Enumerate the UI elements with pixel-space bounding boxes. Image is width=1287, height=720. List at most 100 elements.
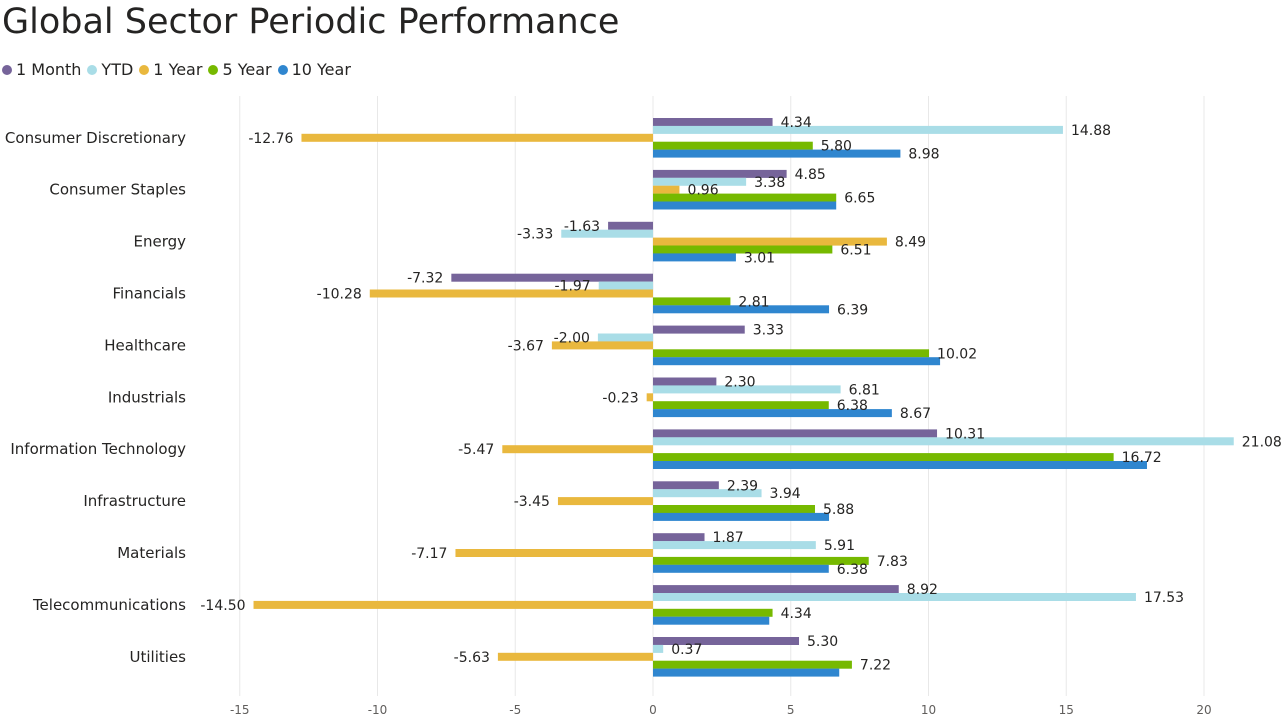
bar-5-year-telecommunications[interactable]	[653, 608, 773, 617]
bar-1-year-consumer-discretionary[interactable]	[301, 133, 653, 142]
bar-ytd-infrastructure[interactable]	[653, 489, 762, 498]
bar-10-year-infrastructure[interactable]	[653, 512, 830, 521]
data-label-1-month-materials: 1.87	[713, 530, 744, 546]
data-label-1-month-consumer-staples: 4.85	[795, 167, 826, 183]
bar-1-year-consumer-staples[interactable]	[653, 185, 680, 194]
data-label-ytd-consumer-discretionary: 14.88	[1071, 123, 1111, 139]
legend-item-10-year[interactable]: 10 Year	[277, 60, 351, 79]
bar-10-year-materials[interactable]	[653, 564, 829, 573]
category-label-information-technology: Information Technology	[10, 440, 186, 458]
bar-10-year-healthcare[interactable]	[653, 357, 941, 366]
bar-ytd-energy[interactable]	[561, 229, 653, 238]
bar-5-year-utilities[interactable]	[653, 660, 852, 669]
data-label-1-month-industrials: 2.30	[724, 375, 755, 391]
data-label-1-month-telecommunications: 8.92	[907, 582, 938, 598]
bar-ytd-materials[interactable]	[653, 541, 816, 550]
bar-1-year-financials[interactable]	[369, 289, 653, 298]
bar-5-year-healthcare[interactable]	[653, 349, 930, 358]
bar-10-year-consumer-staples[interactable]	[653, 201, 837, 210]
bar-5-year-consumer-staples[interactable]	[653, 193, 837, 202]
category-labels: Consumer Discretionary Consumer Staples En…	[5, 129, 186, 666]
category-label-energy: Energy	[133, 233, 186, 251]
x-tick-label: 0	[649, 703, 657, 717]
bar-1-month-telecommunications[interactable]	[653, 585, 899, 594]
data-label-ytd-healthcare: -2.00	[554, 331, 590, 347]
bar-1-month-information-technology[interactable]	[653, 429, 938, 438]
bar-ytd-information-technology[interactable]	[653, 437, 1234, 446]
legend-item-1-month[interactable]: 1 Month	[2, 60, 81, 79]
bar-1-year-telecommunications[interactable]	[253, 600, 653, 609]
data-label-5-year-utilities: 7.22	[860, 658, 891, 674]
data-label-1-year-information-technology: -5.47	[458, 442, 494, 458]
bar-10-year-consumer-discretionary[interactable]	[653, 149, 901, 158]
bar-10-year-financials[interactable]	[653, 305, 830, 314]
bar-1-month-energy[interactable]	[608, 221, 653, 230]
bar-1-month-utilities[interactable]	[653, 637, 800, 645]
bar-1-year-healthcare[interactable]	[551, 341, 653, 350]
bar-ytd-healthcare[interactable]	[597, 333, 653, 342]
data-labels: 4.34 14.88 -12.76 5.80 8.98 4.85 3.38 0.96 6.65 -…	[200, 115, 1281, 674]
bar-1-year-utilities[interactable]	[497, 652, 653, 661]
bar-ytd-financials[interactable]	[598, 281, 653, 290]
bar-10-year-information-technology[interactable]	[653, 461, 1147, 469]
bar-5-year-infrastructure[interactable]	[653, 505, 815, 513]
bar-1-year-infrastructure[interactable]	[557, 497, 653, 506]
bar-1-year-energy[interactable]	[653, 237, 887, 246]
bar-10-year-utilities[interactable]	[653, 668, 840, 677]
chart-title: Global Sector Periodic Performance	[2, 2, 620, 42]
legend-marker-icon	[87, 64, 98, 75]
legend-label: 1 Year	[153, 60, 203, 79]
bar-10-year-energy[interactable]	[653, 253, 736, 262]
data-label-1-month-infrastructure: 2.39	[727, 478, 758, 494]
x-tick-label: 10	[921, 703, 936, 717]
legend: 1 Month YTD 1 Year 5 Year 10 Year	[2, 60, 357, 79]
bar-5-year-industrials[interactable]	[653, 401, 829, 410]
data-label-1-month-consumer-discretionary: 4.34	[781, 115, 812, 131]
bar-5-year-materials[interactable]	[653, 556, 869, 565]
data-label-1-year-industrials: -0.23	[602, 390, 638, 406]
bar-5-year-financials[interactable]	[653, 297, 731, 306]
bar-1-month-consumer-staples[interactable]	[653, 169, 787, 178]
bar-5-year-energy[interactable]	[653, 245, 833, 254]
data-label-5-year-information-technology: 16.72	[1122, 450, 1162, 466]
category-label-consumer-staples: Consumer Staples	[49, 181, 186, 199]
bar-1-year-materials[interactable]	[455, 549, 653, 557]
bar-ytd-consumer-discretionary[interactable]	[653, 125, 1063, 134]
data-label-1-year-energy: 8.49	[895, 235, 926, 251]
data-label-5-year-infrastructure: 5.88	[823, 502, 854, 518]
bar-1-month-industrials[interactable]	[653, 377, 717, 386]
data-label-10-year-materials: 6.38	[837, 562, 868, 578]
bar-1-month-materials[interactable]	[653, 533, 705, 542]
data-label-ytd-utilities: 0.37	[671, 642, 702, 658]
bar-1-month-financials[interactable]	[451, 273, 653, 282]
x-tick-label: 20	[1196, 703, 1211, 717]
bar-5-year-consumer-discretionary[interactable]	[653, 141, 813, 150]
data-label-1-year-healthcare: -3.67	[508, 338, 544, 354]
legend-item-1-year[interactable]: 1 Year	[139, 60, 202, 79]
legend-label: 1 Month	[16, 60, 82, 79]
category-label-financials: Financials	[113, 285, 187, 303]
bar-1-month-consumer-discretionary[interactable]	[653, 118, 773, 126]
data-label-1-month-healthcare: 3.33	[753, 323, 784, 339]
data-label-10-year-industrials: 8.67	[900, 406, 931, 422]
bar-ytd-consumer-staples[interactable]	[653, 177, 747, 186]
category-label-consumer-discretionary: Consumer Discretionary	[5, 129, 186, 147]
category-label-materials: Materials	[117, 544, 186, 562]
bar-ytd-utilities[interactable]	[653, 644, 664, 653]
bar-ytd-telecommunications[interactable]	[653, 593, 1136, 601]
bar-ytd-industrials[interactable]	[653, 385, 841, 394]
bar-1-year-industrials[interactable]	[646, 393, 653, 402]
bar-5-year-information-technology[interactable]	[653, 453, 1114, 462]
data-label-1-month-energy: -1.63	[564, 219, 600, 235]
bar-1-month-healthcare[interactable]	[653, 325, 745, 334]
data-label-5-year-energy: 6.51	[840, 243, 871, 259]
bar-10-year-telecommunications[interactable]	[653, 616, 770, 625]
legend-label: 5 Year	[222, 60, 272, 79]
bar-10-year-industrials[interactable]	[653, 409, 892, 418]
bar-1-month-infrastructure[interactable]	[653, 481, 719, 490]
bar-1-year-information-technology[interactable]	[502, 445, 653, 454]
data-label-5-year-consumer-discretionary: 5.80	[821, 139, 852, 155]
data-label-1-year-telecommunications: -14.50	[200, 598, 245, 614]
legend-item-5-year[interactable]: 5 Year	[208, 60, 272, 79]
legend-item-ytd[interactable]: YTD	[87, 60, 133, 79]
